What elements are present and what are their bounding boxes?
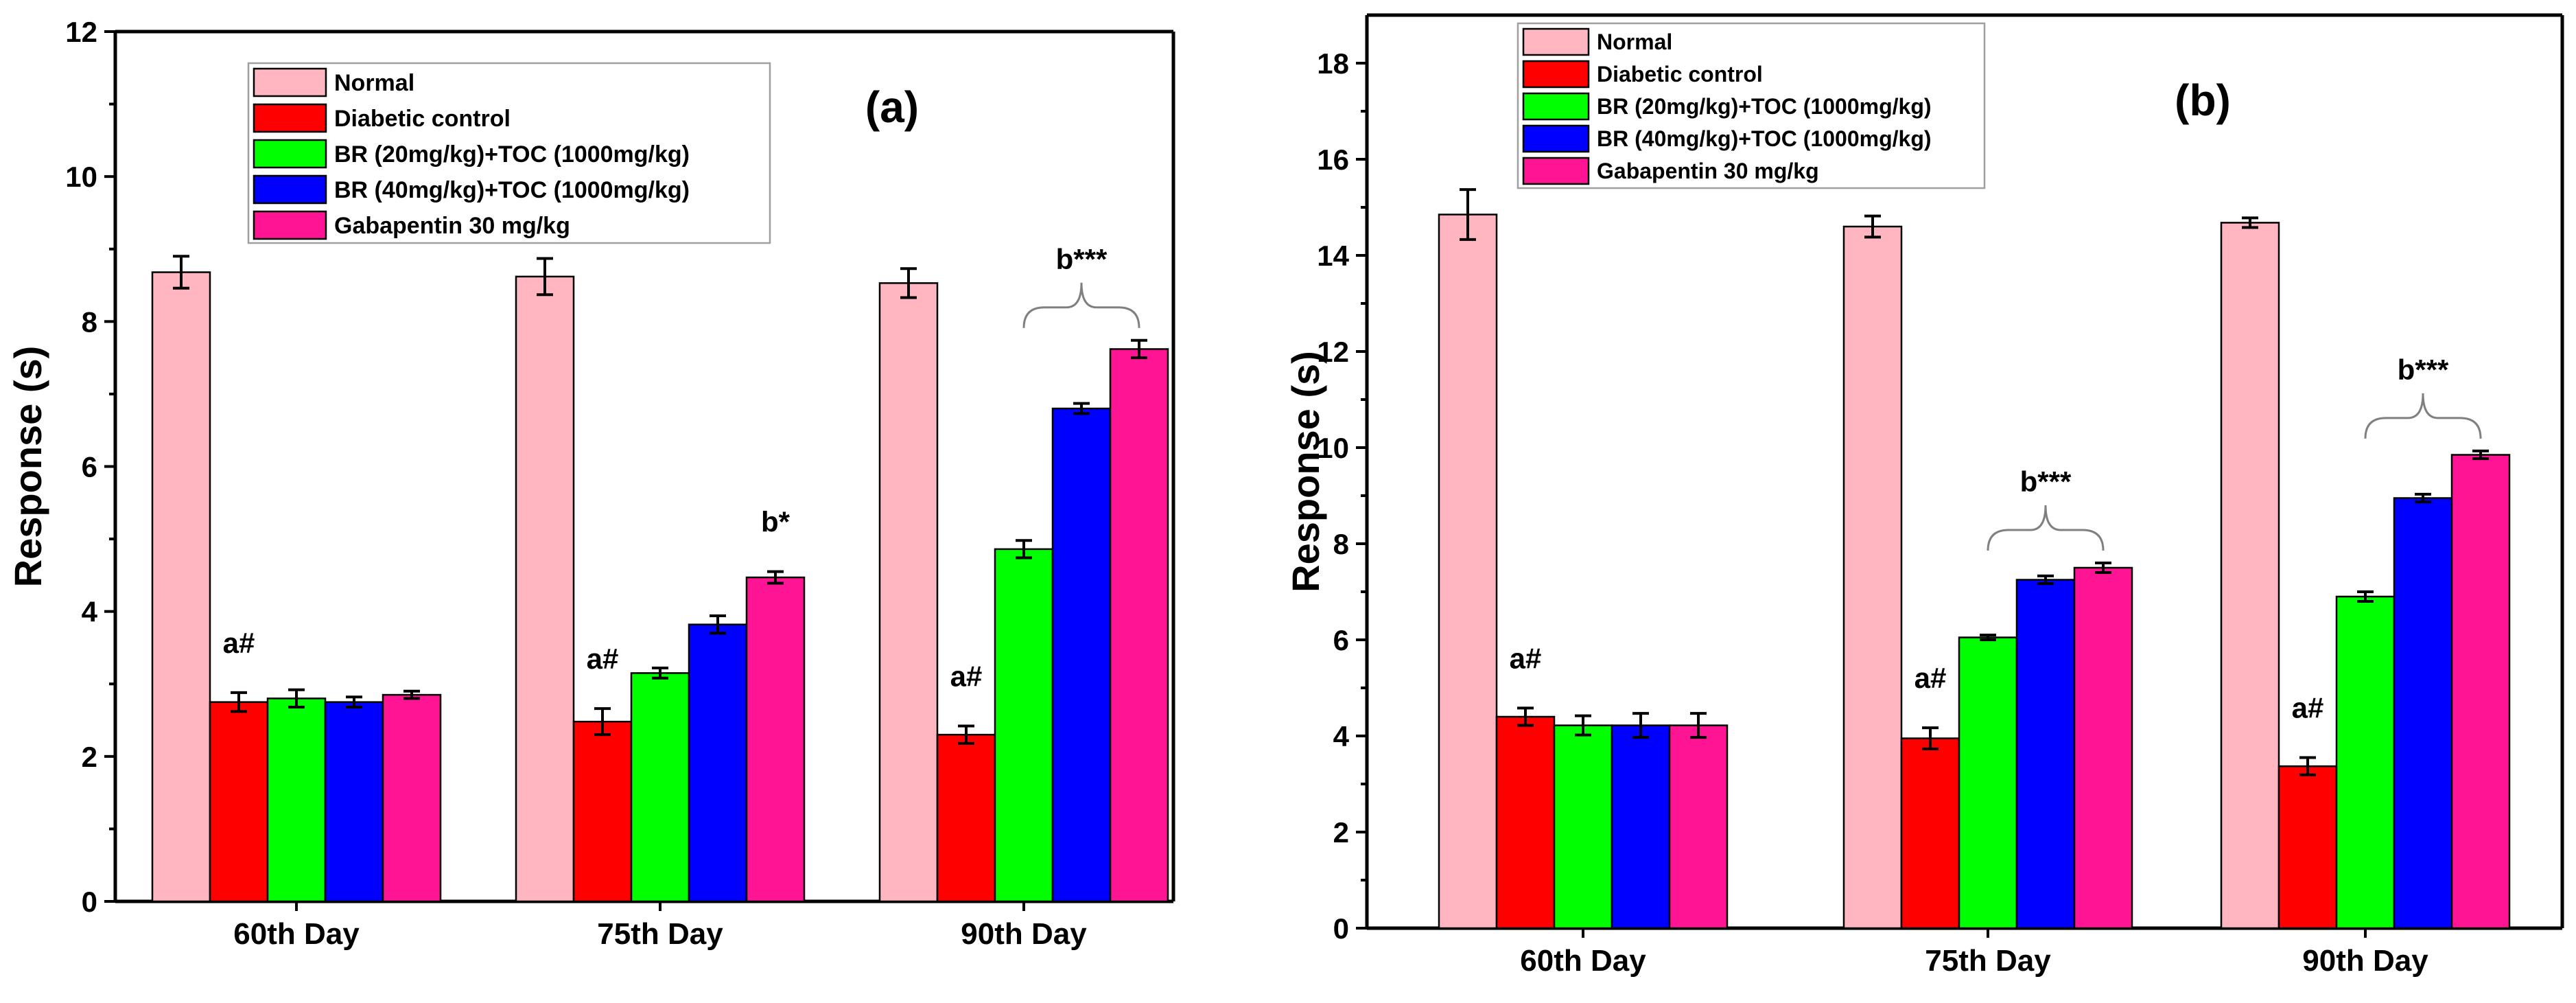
legend-label: BR (40mg/kg)+TOC (1000mg/kg) bbox=[334, 177, 690, 203]
y-tick-label: 6 bbox=[82, 451, 97, 483]
bar-br-20mg-kg-toc-1000mg-kg--2 bbox=[2335, 595, 2396, 930]
legend-label: Normal bbox=[334, 70, 414, 96]
bar-normal-0 bbox=[1438, 214, 1498, 930]
chart-panel-b: 0 2 4 6 8 10 12 14 16 18 Response (s) 60th Day 75th … bbox=[1284, 13, 2564, 978]
y-tick-label: 4 bbox=[1333, 720, 1350, 752]
panel-label: (a) bbox=[865, 82, 919, 132]
significance-label: a# bbox=[1510, 642, 1542, 674]
bar-normal-2 bbox=[2220, 222, 2280, 930]
legend-swatch bbox=[1522, 124, 1590, 153]
bar-br-20mg-kg-toc-1000mg-kg--0 bbox=[266, 698, 327, 903]
legend-swatch bbox=[253, 139, 327, 169]
bar-gabapentin-30-mg-kg-0 bbox=[382, 693, 442, 903]
x-tick-label: 90th Day bbox=[961, 917, 1087, 951]
y-tick-label: 0 bbox=[82, 886, 97, 918]
y-tick-label: 0 bbox=[1333, 912, 1349, 945]
bar-diabetic-control-2 bbox=[936, 733, 996, 903]
y-tick-label: 6 bbox=[1333, 624, 1349, 656]
bar-br-40mg-kg-toc-1000mg-kg--1 bbox=[2015, 579, 2076, 930]
bar-gabapentin-30-mg-kg-1 bbox=[2073, 566, 2133, 930]
bar-normal-2 bbox=[878, 282, 939, 903]
y-tick-label: 2 bbox=[1333, 816, 1349, 849]
x-tick-label: 60th Day bbox=[1520, 944, 1646, 978]
y-tick-label: 10 bbox=[1317, 432, 1349, 464]
significance-label: a# bbox=[950, 660, 983, 692]
legend-label: Gabapentin 30 mg/kg bbox=[1597, 159, 1819, 183]
bar-normal-1 bbox=[1842, 225, 1903, 930]
significance-label: a# bbox=[2292, 692, 2324, 724]
y-tick-label: 10 bbox=[65, 161, 97, 193]
legend-label: Diabetic control bbox=[1597, 62, 1763, 87]
panel-label: (b) bbox=[2175, 76, 2231, 125]
x-tick-label: 60th Day bbox=[233, 917, 360, 951]
bar-gabapentin-30-mg-kg-1 bbox=[745, 576, 806, 903]
legend-label: BR (20mg/kg)+TOC (1000mg/kg) bbox=[1597, 94, 1932, 119]
x-tick-label: 90th Day bbox=[2302, 944, 2428, 978]
bar-br-40mg-kg-toc-1000mg-kg--0 bbox=[1611, 724, 1671, 930]
bar-br-40mg-kg-toc-1000mg-kg--1 bbox=[688, 623, 748, 903]
bar-diabetic-control-2 bbox=[2278, 765, 2338, 930]
bar-br-40mg-kg-toc-1000mg-kg--2 bbox=[2393, 497, 2453, 930]
bar-normal-1 bbox=[515, 275, 575, 903]
legend-swatch bbox=[1522, 60, 1590, 89]
legend-box bbox=[1517, 22, 1986, 189]
significance-brace bbox=[1022, 282, 1140, 328]
bar-br-20mg-kg-toc-1000mg-kg--1 bbox=[630, 672, 690, 903]
legend-swatch bbox=[1522, 27, 1590, 56]
y-tick-label: 12 bbox=[1317, 336, 1349, 368]
y-tick-label: 8 bbox=[1333, 528, 1349, 560]
legend-label: Diabetic control bbox=[334, 106, 511, 132]
significance-label: b*** bbox=[2398, 354, 2449, 386]
y-tick-label: 4 bbox=[82, 596, 98, 628]
bar-normal-0 bbox=[151, 271, 211, 903]
bar-br-20mg-kg-toc-1000mg-kg--1 bbox=[1958, 636, 2018, 930]
legend-label: BR (40mg/kg)+TOC (1000mg/kg) bbox=[1597, 126, 1932, 151]
significance-label: a# bbox=[223, 627, 255, 659]
legend-label: Gabapentin 30 mg/kg bbox=[334, 213, 570, 239]
significance-label: a# bbox=[587, 643, 619, 675]
legend-swatch bbox=[253, 174, 327, 205]
bar-diabetic-control-0 bbox=[1495, 715, 1556, 930]
bar-br-40mg-kg-toc-1000mg-kg--0 bbox=[324, 701, 384, 903]
x-tick-label: 75th Day bbox=[597, 917, 723, 951]
legend-box bbox=[247, 62, 771, 244]
legend-label: Normal bbox=[1597, 30, 1672, 54]
significance-label: a# bbox=[1915, 662, 1947, 694]
y-tick-label: 12 bbox=[65, 16, 97, 48]
legend-swatch bbox=[253, 103, 327, 133]
y-tick-label: 14 bbox=[1317, 240, 1349, 272]
legend-label: BR (20mg/kg)+TOC (1000mg/kg) bbox=[334, 141, 690, 168]
bar-gabapentin-30-mg-kg-0 bbox=[1668, 724, 1729, 930]
y-tick-label: 8 bbox=[82, 305, 97, 338]
bar-gabapentin-30-mg-kg-2 bbox=[1109, 348, 1169, 903]
legend-swatch bbox=[253, 67, 327, 97]
legend-swatch bbox=[1522, 157, 1590, 185]
chart-panel-a: 0 2 4 6 8 10 12 Response (s) 60th Day 75th Day 90t… bbox=[6, 16, 1175, 951]
bar-br-20mg-kg-toc-1000mg-kg--2 bbox=[994, 548, 1054, 903]
legend-swatch bbox=[1522, 92, 1590, 121]
bar-diabetic-control-0 bbox=[209, 701, 269, 903]
y-axis-label: Response (s) bbox=[1284, 351, 1327, 592]
legend-swatch bbox=[253, 210, 327, 240]
y-tick-label: 18 bbox=[1317, 47, 1349, 80]
bar-diabetic-control-1 bbox=[1900, 737, 1960, 930]
significance-brace bbox=[1987, 505, 2105, 551]
bar-gabapentin-30-mg-kg-2 bbox=[2450, 454, 2511, 930]
bar-diabetic-control-1 bbox=[572, 720, 633, 903]
significance-label: b*** bbox=[1056, 243, 1108, 275]
y-tick-label: 16 bbox=[1317, 143, 1349, 176]
x-tick-label: 75th Day bbox=[1925, 944, 2051, 978]
bar-br-20mg-kg-toc-1000mg-kg--0 bbox=[1553, 724, 1613, 930]
y-tick-label: 2 bbox=[82, 741, 97, 773]
y-axis-label: Response (s) bbox=[6, 346, 49, 588]
significance-label: b* bbox=[761, 506, 791, 538]
significance-brace bbox=[2364, 393, 2482, 439]
significance-label: b*** bbox=[2020, 465, 2072, 498]
bar-br-40mg-kg-toc-1000mg-kg--2 bbox=[1051, 407, 1112, 903]
